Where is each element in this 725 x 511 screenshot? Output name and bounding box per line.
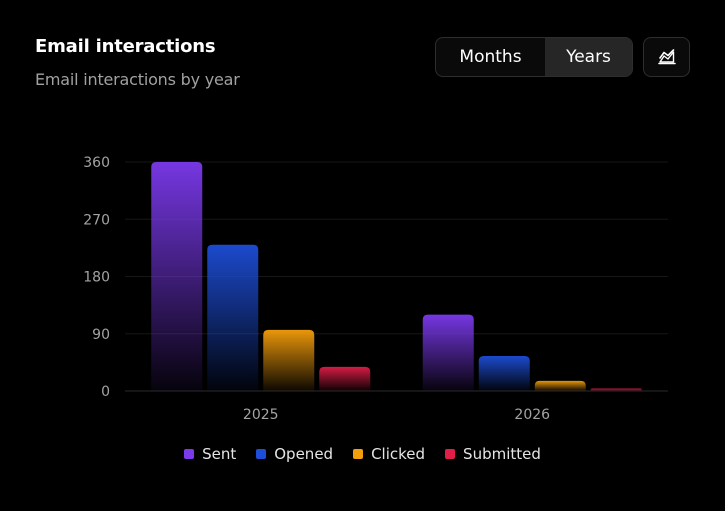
y-tick-label: 270 bbox=[83, 212, 110, 228]
area-chart-icon bbox=[657, 49, 676, 65]
bar-submitted-2025[interactable] bbox=[319, 366, 371, 391]
bar-sent-2026[interactable] bbox=[422, 314, 474, 391]
period-toggle: Months Years bbox=[435, 37, 633, 77]
legend-swatch bbox=[256, 449, 267, 459]
bar-opened-2026[interactable] bbox=[478, 356, 530, 391]
chart-type-button[interactable] bbox=[643, 37, 690, 77]
years-option[interactable]: Years bbox=[545, 38, 632, 76]
legend-item-opened[interactable]: Opened bbox=[256, 445, 333, 463]
y-tick-label: 360 bbox=[83, 155, 110, 171]
legend-label: Sent bbox=[202, 445, 237, 463]
bar-opened-2025[interactable] bbox=[207, 244, 259, 391]
legend-item-submitted[interactable]: Submitted bbox=[445, 445, 541, 463]
months-option[interactable]: Months bbox=[459, 47, 522, 67]
chart-subtitle: Email interactions by year bbox=[35, 70, 240, 89]
y-tick-label: 180 bbox=[83, 270, 110, 286]
x-tick-label: 2026 bbox=[514, 407, 550, 423]
legend-item-sent[interactable]: Sent bbox=[184, 445, 236, 463]
legend-label: Submitted bbox=[463, 445, 541, 463]
legend-item-clicked[interactable]: Clicked bbox=[353, 445, 425, 463]
legend-swatch bbox=[353, 449, 364, 459]
legend-label: Clicked bbox=[371, 445, 426, 463]
y-tick-label: 0 bbox=[101, 384, 110, 400]
bar-clicked-2026[interactable] bbox=[534, 380, 586, 391]
bar-clicked-2025[interactable] bbox=[263, 329, 315, 391]
chart-legend: Sent Opened Clicked Submitted bbox=[0, 445, 725, 463]
y-tick-label: 90 bbox=[92, 327, 110, 343]
bar-sent-2025[interactable] bbox=[151, 162, 203, 391]
bar-chart: 0 90 180 270 360 2025 2026 bbox=[83, 155, 668, 423]
bar-submitted-2026[interactable] bbox=[590, 388, 642, 391]
chart-title: Email interactions bbox=[35, 36, 216, 57]
legend-label: Opened bbox=[274, 445, 334, 463]
x-tick-label: 2025 bbox=[243, 407, 279, 423]
legend-swatch bbox=[445, 449, 456, 459]
legend-swatch bbox=[184, 449, 195, 459]
